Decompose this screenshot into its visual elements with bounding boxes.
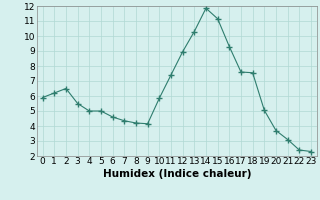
X-axis label: Humidex (Indice chaleur): Humidex (Indice chaleur) [102,169,251,179]
